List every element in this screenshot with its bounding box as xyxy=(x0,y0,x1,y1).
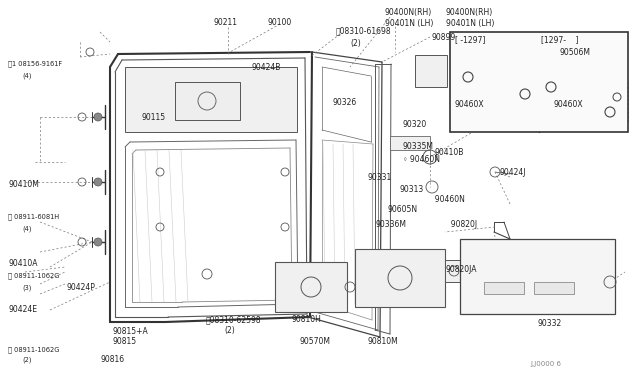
Bar xyxy=(484,282,524,294)
Text: 90810M: 90810M xyxy=(368,337,399,346)
Text: 90335M: 90335M xyxy=(403,141,434,151)
Text: 90326: 90326 xyxy=(333,97,357,106)
Circle shape xyxy=(94,178,102,186)
Text: 90336M: 90336M xyxy=(376,219,407,228)
Text: 90331: 90331 xyxy=(368,173,392,182)
Text: 90820JA: 90820JA xyxy=(446,266,477,275)
Text: 90424E: 90424E xyxy=(8,305,37,314)
Text: 90810H: 90810H xyxy=(292,315,322,324)
Text: 90816: 90816 xyxy=(100,356,124,365)
Text: 90320: 90320 xyxy=(403,119,428,128)
Text: (4): (4) xyxy=(22,226,31,232)
Text: (2): (2) xyxy=(350,38,361,48)
Text: Ⓝ08310-62598: Ⓝ08310-62598 xyxy=(206,315,262,324)
Text: (4): (4) xyxy=(22,73,31,79)
Text: 90401N (LH): 90401N (LH) xyxy=(385,19,433,28)
Text: 90506M: 90506M xyxy=(560,48,591,57)
Bar xyxy=(275,262,347,312)
Bar xyxy=(125,67,297,132)
Text: 90313: 90313 xyxy=(400,185,424,193)
Text: 90424B: 90424B xyxy=(252,62,282,71)
Text: 90100: 90100 xyxy=(268,17,292,26)
Text: 90815: 90815 xyxy=(112,337,136,346)
Text: ⓔ 08911-1062G: ⓔ 08911-1062G xyxy=(8,347,60,353)
Text: [ -1297]: [ -1297] xyxy=(455,35,485,45)
Text: 90401N (LH): 90401N (LH) xyxy=(446,19,494,28)
Text: 90815+A: 90815+A xyxy=(112,327,148,337)
Text: 90460N: 90460N xyxy=(430,195,465,203)
Text: Ⓝ08310-61698: Ⓝ08310-61698 xyxy=(336,26,392,35)
Text: 90605N: 90605N xyxy=(388,205,418,214)
Text: [1297-    ]: [1297- ] xyxy=(541,35,579,45)
Bar xyxy=(415,55,447,87)
Text: 90570M: 90570M xyxy=(300,337,331,346)
Text: ⓔ 08911-1062G: ⓔ 08911-1062G xyxy=(8,273,60,279)
Bar xyxy=(534,282,574,294)
Bar xyxy=(445,260,475,282)
Bar xyxy=(175,82,240,120)
Text: 90899: 90899 xyxy=(432,32,456,42)
Text: ◦ 90460N: ◦ 90460N xyxy=(403,154,440,164)
Bar xyxy=(355,249,445,307)
Text: 90211: 90211 xyxy=(213,17,237,26)
Text: 90410B: 90410B xyxy=(435,148,465,157)
Text: 90460X: 90460X xyxy=(455,99,484,109)
Text: 90820J: 90820J xyxy=(446,219,477,228)
Text: 90410M: 90410M xyxy=(8,180,39,189)
Text: (2): (2) xyxy=(22,357,31,363)
Text: 90460X: 90460X xyxy=(554,99,584,109)
Text: 90332: 90332 xyxy=(538,320,563,328)
Text: ⑂1 08156-9161F: ⑂1 08156-9161F xyxy=(8,61,62,67)
Circle shape xyxy=(94,238,102,246)
Text: (2): (2) xyxy=(224,326,235,334)
Circle shape xyxy=(94,113,102,121)
Text: (3): (3) xyxy=(22,285,31,291)
Text: J,J0000 6: J,J0000 6 xyxy=(530,361,561,367)
Bar xyxy=(450,32,628,132)
Text: 90400N(RH): 90400N(RH) xyxy=(446,7,493,16)
Text: 90424P: 90424P xyxy=(66,283,95,292)
Text: ⓔ 08911-6081H: ⓔ 08911-6081H xyxy=(8,214,59,220)
Text: 90410A: 90410A xyxy=(8,260,38,269)
Bar xyxy=(460,239,615,314)
Text: 90400N(RH): 90400N(RH) xyxy=(385,7,432,16)
Text: 90115: 90115 xyxy=(142,112,166,122)
Bar xyxy=(390,136,430,150)
Text: 90424J: 90424J xyxy=(500,167,527,176)
